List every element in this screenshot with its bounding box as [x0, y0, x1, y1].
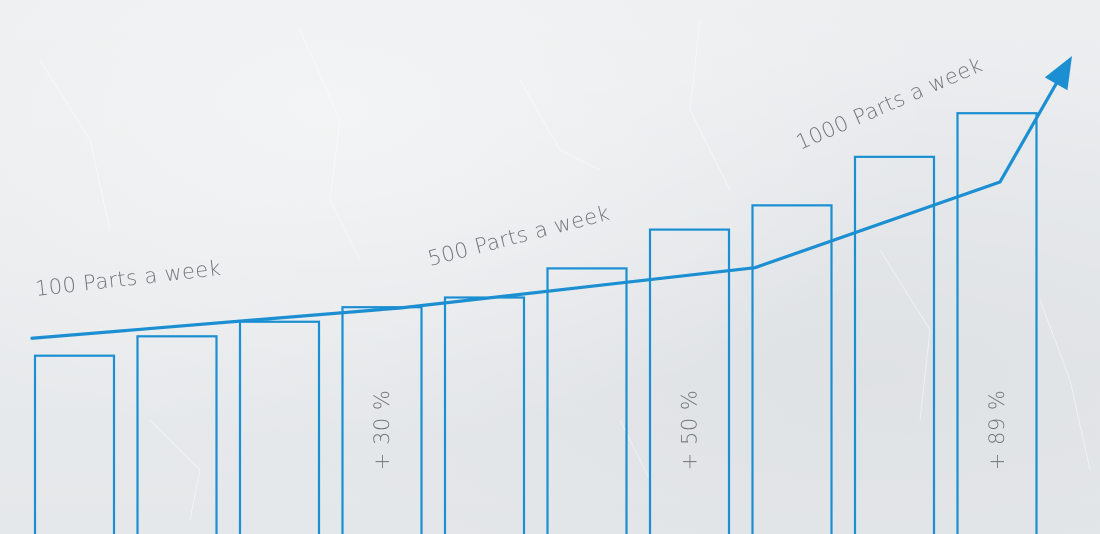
bar-5 — [443, 296, 526, 534]
bar-10 — [956, 112, 1038, 534]
background-texture — [39, 19, 1091, 521]
texture-crack-4 — [879, 249, 931, 421]
trend-annotation-1: 100 Parts a week — [34, 256, 222, 301]
bar-percent-label-1: + 30 % — [370, 390, 394, 471]
bar-2 — [136, 335, 218, 534]
texture-crack-6 — [619, 419, 651, 481]
texture-crack-2 — [519, 79, 601, 171]
texture-crack-3 — [689, 19, 731, 191]
bar-3 — [238, 320, 321, 534]
trend-group — [30, 56, 1072, 340]
texture-crack-0 — [39, 59, 111, 231]
bar-8 — [751, 204, 833, 534]
bar-percent-label-2: + 50 % — [678, 390, 702, 471]
bars-group — [33, 112, 1038, 534]
trend-annotation-2: 500 Parts a week — [425, 201, 612, 271]
bar-1 — [33, 354, 116, 534]
bar-4 — [341, 306, 423, 534]
labels-group: + 30 % + 50 % + 89 % 100 Parts a week 500 Pa… — [34, 53, 1009, 471]
texture-crack-7 — [1039, 299, 1091, 471]
bar-percent-label-3: + 89 % — [985, 390, 1009, 471]
bar-9 — [853, 155, 936, 534]
texture-crack-1 — [299, 29, 361, 261]
trend-line — [30, 82, 1058, 340]
texture-crack-5 — [149, 419, 201, 521]
bar-7 — [648, 228, 731, 534]
bar-6 — [546, 267, 628, 534]
trend-arrow-head — [1044, 56, 1072, 91]
